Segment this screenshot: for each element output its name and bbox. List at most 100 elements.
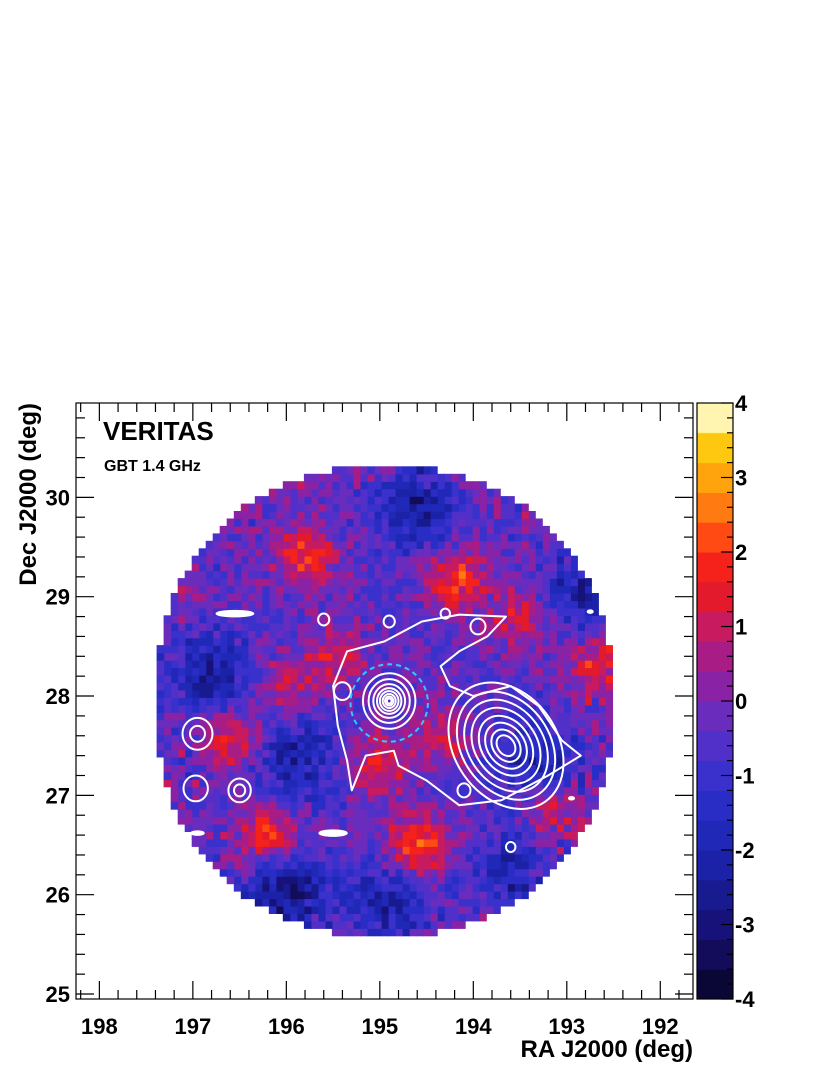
heatmap-cell <box>345 898 354 907</box>
heatmap-cell <box>549 674 557 683</box>
heatmap-cell <box>254 794 263 803</box>
heatmap-cell <box>331 600 340 609</box>
heatmap-cell <box>395 660 403 669</box>
heatmap-cell <box>388 756 396 765</box>
heatmap-cell <box>465 518 473 527</box>
heatmap-cell <box>226 742 235 751</box>
heatmap-cell <box>423 682 431 691</box>
heatmap-cell <box>458 674 466 683</box>
heatmap-cell <box>535 548 543 557</box>
heatmap-cell <box>437 905 445 914</box>
heatmap-cell <box>430 898 438 907</box>
heatmap-cell <box>261 525 270 534</box>
heatmap-cell <box>395 570 403 579</box>
heatmap-cell <box>268 570 277 579</box>
heatmap-cell <box>226 637 235 646</box>
heatmap-cell <box>605 697 613 706</box>
heatmap-cell <box>556 630 564 639</box>
heatmap-cell <box>528 563 536 572</box>
heatmap-cell <box>352 525 361 534</box>
heatmap-cell <box>360 734 368 743</box>
heatmap-cell <box>416 615 424 624</box>
heatmap-cell <box>352 764 361 773</box>
heatmap-cell <box>303 555 312 564</box>
heatmap-cell <box>402 742 410 751</box>
heatmap-cell <box>310 786 319 795</box>
heatmap-cell <box>317 809 326 818</box>
heatmap-cell <box>451 503 459 512</box>
heatmap-cell <box>409 756 417 765</box>
heatmap-cell <box>563 823 571 832</box>
heatmap-cell <box>458 712 466 721</box>
heatmap-cell <box>240 831 249 840</box>
heatmap-cell <box>437 674 445 683</box>
heatmap-cell <box>479 913 487 922</box>
heatmap-cell <box>479 555 487 564</box>
heatmap-cell <box>275 898 284 907</box>
heatmap-cell <box>493 593 501 602</box>
heatmap-cell <box>282 607 291 616</box>
heatmap-cell <box>514 704 522 713</box>
heatmap-cell <box>296 503 305 512</box>
heatmap-cell <box>374 674 382 683</box>
contour-line <box>439 607 451 620</box>
heatmap-cell <box>465 861 473 870</box>
heatmap-cell <box>261 496 270 505</box>
heatmap-cell <box>317 846 326 855</box>
heatmap-cell <box>437 868 445 877</box>
heatmap-cell <box>423 771 431 780</box>
heatmap-cell <box>317 801 326 810</box>
heatmap-cell <box>177 816 186 825</box>
heatmap-cell <box>191 823 200 832</box>
heatmap-cell <box>191 637 200 646</box>
heatmap-cell <box>430 652 438 661</box>
heatmap-cell <box>584 704 592 713</box>
heatmap-cell <box>282 704 291 713</box>
heatmap-cell <box>331 607 340 616</box>
heatmap-cell <box>240 660 249 669</box>
heatmap-cell <box>472 742 480 751</box>
heatmap-cell <box>514 816 522 825</box>
heatmap-cell <box>430 831 438 840</box>
heatmap-cell <box>521 734 529 743</box>
heatmap-cell <box>388 607 396 616</box>
heatmap-cell <box>282 674 291 683</box>
contour-blob <box>215 609 255 618</box>
heatmap-cell <box>423 928 431 937</box>
heatmap-cell <box>535 756 543 765</box>
heatmap-cell <box>458 607 466 616</box>
heatmap-cell <box>528 846 536 855</box>
heatmap-cell <box>381 660 389 669</box>
heatmap-cell <box>261 630 270 639</box>
heatmap-cell <box>542 786 550 795</box>
heatmap-cell <box>472 734 480 743</box>
heatmap-cell <box>374 518 382 527</box>
heatmap-cell <box>317 905 326 914</box>
heatmap-cell <box>338 876 347 885</box>
heatmap-cell <box>479 600 487 609</box>
heatmap-cell <box>268 704 277 713</box>
heatmap-cell <box>282 481 291 490</box>
heatmap-cell <box>205 697 214 706</box>
heatmap-cell <box>367 645 375 654</box>
heatmap-cell <box>240 578 249 587</box>
heatmap-cell <box>402 838 410 847</box>
heatmap-cell <box>402 555 410 564</box>
heatmap-cell <box>254 622 263 631</box>
heatmap-cell <box>233 689 242 698</box>
heatmap-cell <box>465 883 473 892</box>
heatmap-cell <box>521 518 529 527</box>
heatmap-cell <box>563 570 571 579</box>
heatmap-cell <box>493 905 501 914</box>
heatmap-cell <box>430 794 438 803</box>
heatmap-cell <box>395 511 403 520</box>
heatmap-cell <box>352 689 361 698</box>
heatmap-cell <box>437 831 445 840</box>
heatmap-cell <box>451 727 459 736</box>
heatmap-cell <box>521 667 529 676</box>
heatmap-cell <box>430 496 438 505</box>
heatmap-cell <box>570 570 578 579</box>
heatmap-cell <box>549 764 557 773</box>
heatmap-cell <box>352 838 361 847</box>
heatmap-cell <box>444 585 452 594</box>
